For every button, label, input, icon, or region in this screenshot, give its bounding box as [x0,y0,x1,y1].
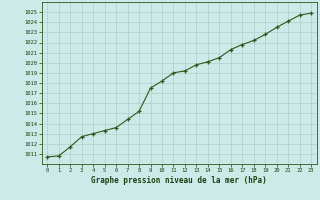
X-axis label: Graphe pression niveau de la mer (hPa): Graphe pression niveau de la mer (hPa) [91,176,267,185]
